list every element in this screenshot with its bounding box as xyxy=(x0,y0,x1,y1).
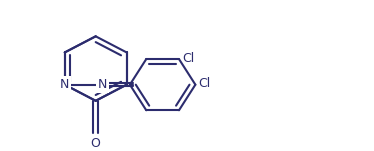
Text: N: N xyxy=(60,78,70,91)
Text: Cl: Cl xyxy=(198,77,211,90)
Text: N: N xyxy=(98,78,107,91)
Text: Cl: Cl xyxy=(182,52,194,65)
Text: O: O xyxy=(91,137,101,150)
